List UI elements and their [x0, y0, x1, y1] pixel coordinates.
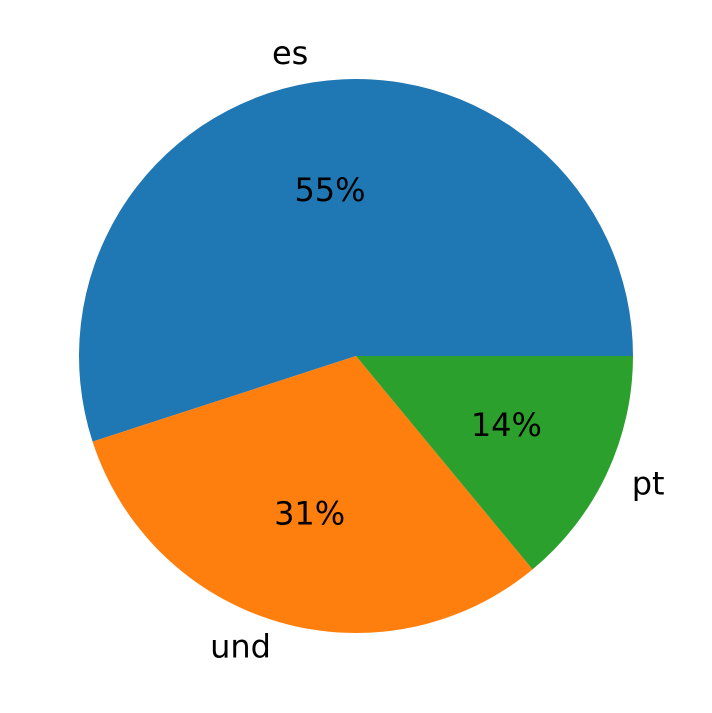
slice-label: pt	[632, 465, 665, 503]
pie-slice	[92, 356, 533, 633]
value-label: 55%	[294, 171, 365, 209]
slice-label: es	[272, 34, 308, 72]
slice-label: und	[210, 628, 271, 666]
pie-slice	[356, 356, 633, 570]
value-label: 31%	[274, 495, 345, 533]
value-label: 14%	[471, 406, 542, 444]
pie-slice	[78, 78, 634, 442]
